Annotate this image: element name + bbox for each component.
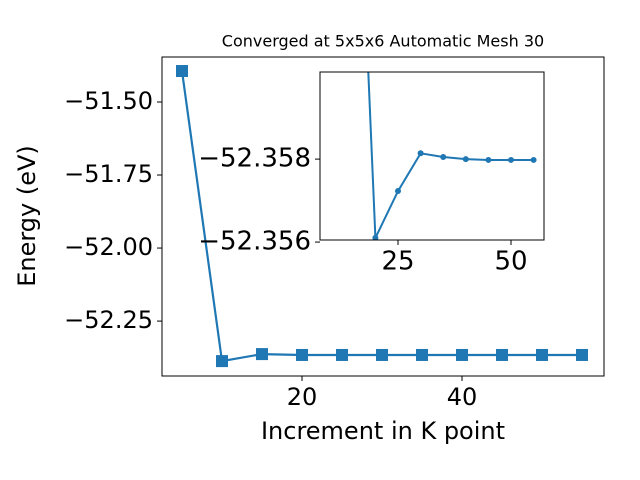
- marker: [508, 156, 515, 163]
- marker: [536, 348, 548, 361]
- marker: [372, 234, 379, 240]
- marker: [440, 154, 447, 161]
- marker: [395, 188, 402, 195]
- x-tick-label: 20: [287, 383, 318, 411]
- marker: [176, 65, 188, 78]
- x-tick-label: 50: [494, 247, 527, 277]
- x-tick-label: 40: [447, 383, 478, 411]
- marker: [417, 150, 424, 157]
- y-tick-label: −52.358: [198, 144, 311, 174]
- x-tick-label: 25: [381, 247, 414, 277]
- series: [367, 72, 537, 240]
- y-tick-label: −51.50: [64, 87, 153, 115]
- marker: [496, 348, 508, 361]
- marker: [296, 348, 308, 361]
- marker: [530, 156, 537, 163]
- marker: [216, 355, 228, 368]
- marker: [576, 348, 588, 361]
- marker: [376, 348, 388, 361]
- y-tick-label: −52.25: [64, 306, 153, 334]
- series: [176, 65, 588, 368]
- y-tick-label: −52.00: [64, 233, 153, 261]
- marker: [485, 156, 492, 163]
- marker: [462, 156, 469, 163]
- axes-frame: [161, 56, 605, 377]
- y-tick-label: −52.356: [198, 227, 311, 257]
- marker: [416, 348, 428, 361]
- marker: [336, 348, 348, 361]
- y-axis-label: Energy (eV): [13, 145, 41, 287]
- axes-frame: [319, 71, 545, 241]
- marker: [456, 348, 468, 361]
- marker: [256, 348, 268, 361]
- y-tick-label: −51.75: [64, 160, 153, 188]
- chart-title: Converged at 5x5x6 Automatic Mesh 30: [222, 32, 544, 51]
- x-axis-label: Increment in K point: [261, 417, 505, 445]
